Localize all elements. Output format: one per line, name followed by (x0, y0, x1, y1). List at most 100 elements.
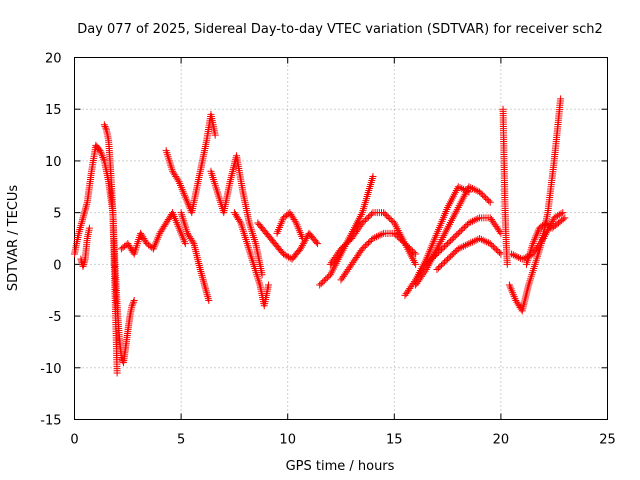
data-point (99, 153, 107, 161)
data-point (96, 147, 104, 155)
data-point (433, 266, 441, 274)
data-point (363, 215, 371, 223)
data-point (316, 281, 324, 289)
data-point (436, 263, 444, 271)
data-point (383, 212, 391, 220)
data-point (77, 222, 85, 230)
data-point (511, 252, 519, 260)
data-point (80, 259, 88, 267)
data-point (557, 95, 565, 103)
data-point (468, 185, 476, 193)
data-point (95, 145, 103, 153)
data-point (79, 262, 87, 270)
data-point (482, 194, 490, 202)
data-point (343, 239, 351, 247)
data-point (441, 243, 449, 251)
data-point (407, 246, 415, 254)
data-point (77, 220, 85, 228)
data-point (406, 244, 414, 252)
data-point (376, 231, 384, 239)
data-point (113, 369, 121, 377)
data-point (474, 215, 482, 223)
data-point (428, 254, 436, 262)
data-point (410, 249, 418, 257)
data-point (445, 254, 453, 262)
data-point (450, 234, 458, 242)
data-point (451, 232, 459, 240)
y-tick-label: -5 (49, 310, 62, 325)
x-axis-label: GPS time / hours (286, 459, 395, 474)
data-point (200, 279, 208, 287)
data-point (434, 249, 442, 257)
x-tick-label: 5 (177, 433, 185, 448)
data-point (381, 210, 389, 218)
data-point (434, 264, 442, 272)
data-point (421, 267, 429, 275)
data-point (509, 251, 517, 259)
data-point (470, 216, 478, 224)
data-point (204, 295, 212, 303)
data-point (447, 252, 455, 260)
data-point (495, 249, 503, 257)
data-point (451, 248, 459, 256)
data-point (481, 237, 489, 245)
data-point (202, 285, 210, 293)
data-point (412, 250, 420, 258)
data-point (100, 121, 108, 129)
data-point (129, 300, 137, 308)
x-tick-label: 10 (279, 433, 296, 448)
data-point (479, 236, 487, 244)
data-point (203, 289, 211, 297)
data-point (467, 184, 475, 192)
data-point (322, 275, 330, 283)
data-point (197, 267, 205, 275)
data-point (395, 234, 403, 242)
x-tick-label: 0 (70, 433, 78, 448)
data-point (559, 215, 567, 223)
data-point (204, 293, 212, 301)
data-point (201, 281, 209, 289)
data-point (460, 223, 468, 231)
y-tick-label: 5 (53, 207, 61, 222)
data-point (393, 232, 401, 240)
data-point (102, 124, 110, 132)
axis-ticks (74, 57, 608, 420)
data-point (80, 261, 88, 269)
data-point (460, 242, 468, 250)
data-point (438, 261, 446, 269)
data-point (427, 256, 435, 264)
data-point (557, 210, 565, 218)
data-point (462, 222, 470, 230)
data-point (85, 224, 93, 232)
data-point (404, 243, 412, 251)
data-point (364, 239, 372, 247)
data-point (128, 302, 136, 310)
data-point (431, 251, 439, 259)
data-point (456, 228, 464, 236)
data-point (358, 245, 366, 253)
data-point (559, 209, 567, 217)
data-point (312, 238, 320, 246)
data-point (80, 210, 88, 218)
data-point (477, 235, 485, 243)
data-point (361, 242, 369, 250)
data-point (360, 243, 368, 251)
data-point (458, 185, 466, 193)
data-point (371, 234, 379, 242)
data-point (450, 249, 458, 257)
data-point (468, 217, 476, 225)
data-point (454, 229, 462, 237)
data-point (402, 241, 410, 249)
data-point (396, 235, 404, 243)
data-point (424, 259, 432, 267)
data-point (494, 247, 502, 255)
data-point (468, 238, 476, 246)
data-point (202, 287, 210, 295)
data-point (448, 235, 456, 243)
grid (74, 57, 608, 420)
data-point (101, 122, 109, 130)
data-point (384, 213, 392, 221)
data-point (392, 231, 400, 239)
data-point (373, 233, 381, 241)
